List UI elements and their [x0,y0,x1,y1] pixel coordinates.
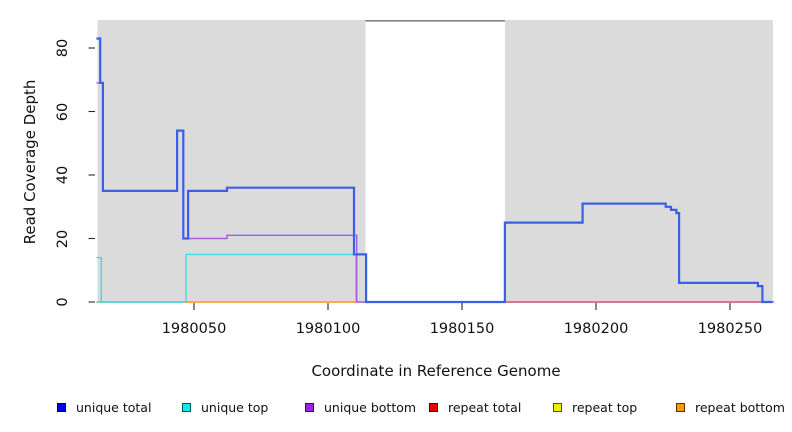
legend-item-unique-top: unique top [182,399,269,415]
x-tick-label-1980250: 1980250 [697,321,763,337]
legend-item-repeat-top: repeat top [553,399,638,415]
legend-label: unique top [201,399,269,415]
legend-label: repeat bottom [695,399,785,415]
y-tick-label-60: 60 [55,102,71,121]
legend-item-repeat-bottom: repeat bottom [676,399,785,415]
x-tick-label-1980200: 1980200 [563,321,629,337]
legend-label: repeat top [572,399,638,415]
shaded-region-2 [504,20,773,303]
shaded-region-1 [97,20,366,303]
x-tick-label-1980100: 1980100 [295,321,361,337]
legend-label: unique bottom [324,399,417,415]
legend-item-unique-bottom: unique bottom [305,399,417,415]
legend-item-unique-total: unique total [57,399,152,415]
y-tick-label-80: 80 [55,38,71,58]
legend-label: unique total [76,399,152,415]
y-tick-label-20: 20 [55,229,71,248]
y-tick-label-0: 0 [55,297,71,307]
legend-swatch-unique-total [57,402,66,412]
legend-swatch-repeat-bottom [676,402,685,412]
legend-swatch-repeat-total [429,402,438,412]
legend-swatch-unique-bottom [305,402,314,412]
legend-swatch-unique-top [182,402,191,412]
series-line-unique-total [96,37,773,304]
x-tick-label-1980050: 1980050 [161,321,227,337]
legend-item-repeat-total: repeat total [429,399,522,415]
legend-label: repeat total [448,399,522,415]
legend-swatch-repeat-top [553,402,562,412]
y-tick-label-40: 40 [55,165,71,185]
y-axis-title: Read Coverage Depth [21,79,39,245]
x-tick-label-1980150: 1980150 [429,321,495,337]
x-axis-title: Coordinate in Reference Genome [311,362,561,380]
